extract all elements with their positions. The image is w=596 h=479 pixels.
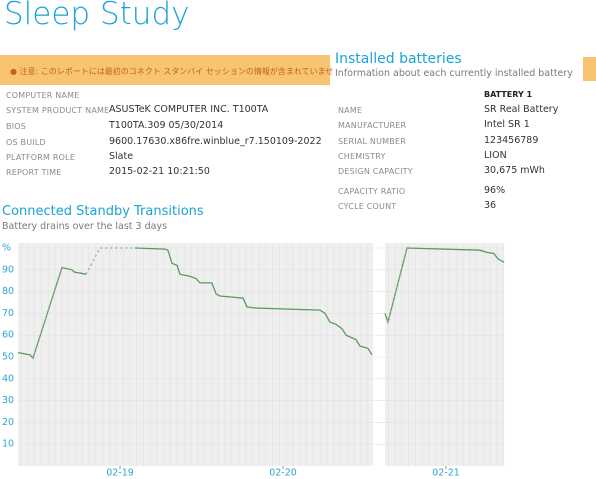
battery-value: 36	[484, 200, 497, 211]
y-tick-label: 20	[2, 417, 14, 428]
battery-value: 96%	[484, 185, 506, 196]
page-title: Sleep Study	[4, 0, 190, 32]
y-tick-label: 60	[2, 330, 14, 341]
info-value: Slate	[109, 151, 134, 162]
section-title: Installed batteries	[335, 51, 462, 67]
info-label: OS BUILD	[6, 138, 46, 147]
notice-text: ● 注意: このレポートには最初のコネクト スタンバイ セッションの情報が含まれ…	[10, 67, 334, 76]
y-tick-label: 50	[2, 352, 14, 363]
no-data-gap	[373, 243, 385, 466]
battery-line	[384, 247, 505, 325]
y-tick-label: 80	[2, 286, 14, 297]
info-label: PLATFORM ROLE	[6, 153, 76, 162]
battery-value: LION	[484, 150, 507, 161]
battery-label: CYCLE COUNT	[338, 202, 397, 211]
plot-area	[18, 243, 504, 466]
y-tick-label: 30	[2, 395, 14, 406]
info-label: BIOS	[6, 122, 27, 131]
battery-label: DESIGN CAPACITY	[338, 167, 413, 176]
battery-label: CHEMISTRY	[338, 152, 386, 161]
notice-banner	[0, 55, 330, 85]
y-tick-label: 10	[2, 439, 14, 450]
battery-label: CAPACITY RATIO	[338, 187, 406, 196]
y-tick-label: 90	[2, 264, 14, 275]
section-subtitle: Information about each currently install…	[335, 68, 573, 79]
battery-label: SERIAL NUMBER	[338, 137, 406, 146]
battery-value: 123456789	[484, 135, 539, 146]
y-tick-label: 70	[2, 308, 14, 319]
chart-subtitle: Battery drains over the last 3 days	[2, 221, 168, 232]
battery-label: NAME	[338, 106, 363, 115]
x-tick-label: 02-19	[106, 468, 134, 479]
y-tick-label: %	[2, 243, 11, 254]
info-value: 2015-02-21 10:21:50	[109, 166, 210, 177]
y-tick-label: 40	[2, 373, 14, 384]
info-label: SYSTEM PRODUCT NAME	[6, 106, 110, 115]
column-header: BATTERY 1	[484, 90, 533, 99]
battery-value: SR Real Battery	[484, 104, 559, 115]
notice-tab	[583, 57, 596, 81]
battery-value: Intel SR 1	[484, 119, 530, 130]
battery-line	[134, 247, 373, 356]
info-value: 9600.17630.x86fre.winblue_r7.150109-2022	[109, 136, 322, 147]
battery-line	[32, 267, 63, 359]
battery-label: MANUFACTURER	[338, 121, 407, 130]
chart-title: Connected Standby Transitions	[2, 204, 204, 219]
info-value: T100TA.309 05/30/2014	[109, 120, 224, 131]
x-tick-label: 02-21	[432, 468, 460, 479]
info-value: ASUSTeK COMPUTER INC. T100TA	[109, 104, 269, 115]
x-tick-label: 02-20	[269, 468, 297, 479]
info-label: COMPUTER NAME	[6, 91, 80, 100]
battery-value: 30,675 mWh	[484, 165, 545, 176]
info-label: REPORT TIME	[6, 168, 62, 177]
